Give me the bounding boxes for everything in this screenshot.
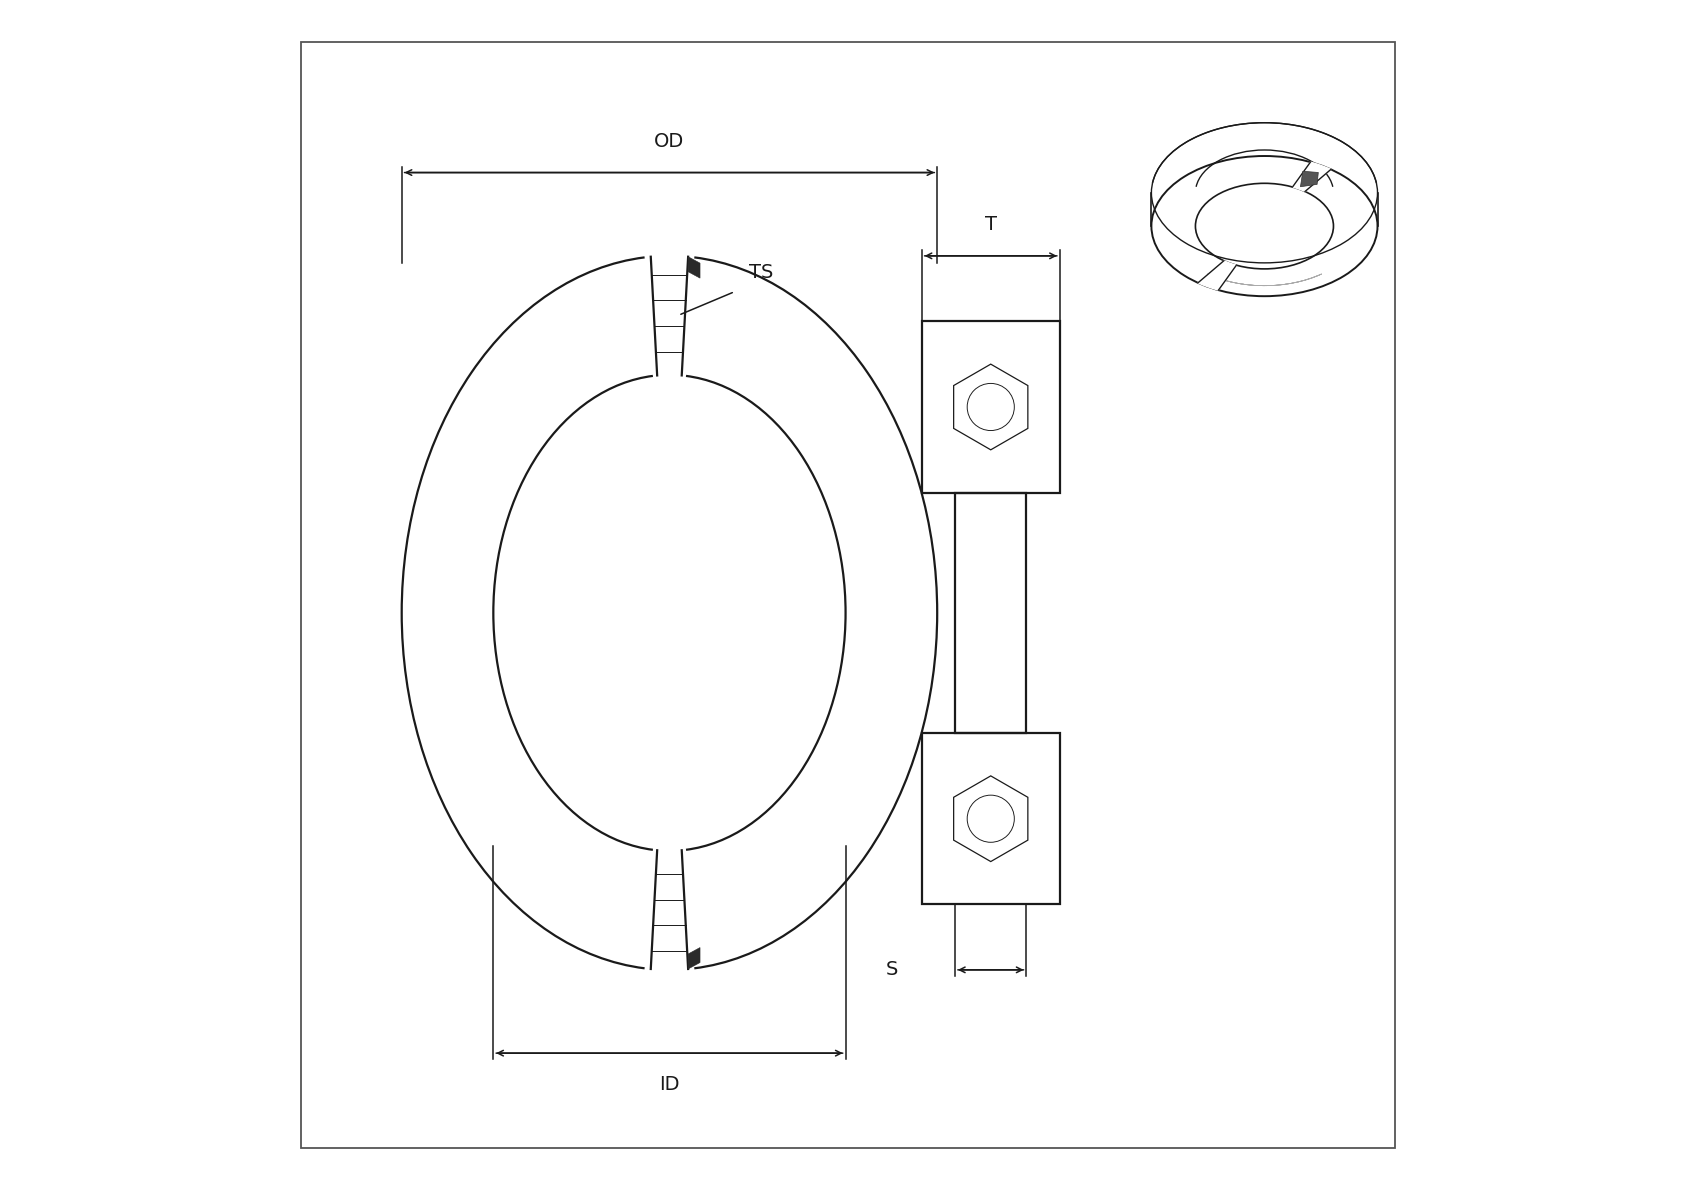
Text: ID: ID bbox=[658, 1075, 680, 1094]
Polygon shape bbox=[1293, 162, 1330, 192]
Text: S: S bbox=[886, 960, 898, 979]
Polygon shape bbox=[1197, 261, 1236, 290]
Polygon shape bbox=[689, 947, 701, 969]
Polygon shape bbox=[1300, 171, 1319, 187]
Text: TS: TS bbox=[749, 263, 773, 282]
Polygon shape bbox=[689, 257, 701, 278]
Text: OD: OD bbox=[655, 132, 685, 151]
Text: T: T bbox=[985, 215, 997, 234]
